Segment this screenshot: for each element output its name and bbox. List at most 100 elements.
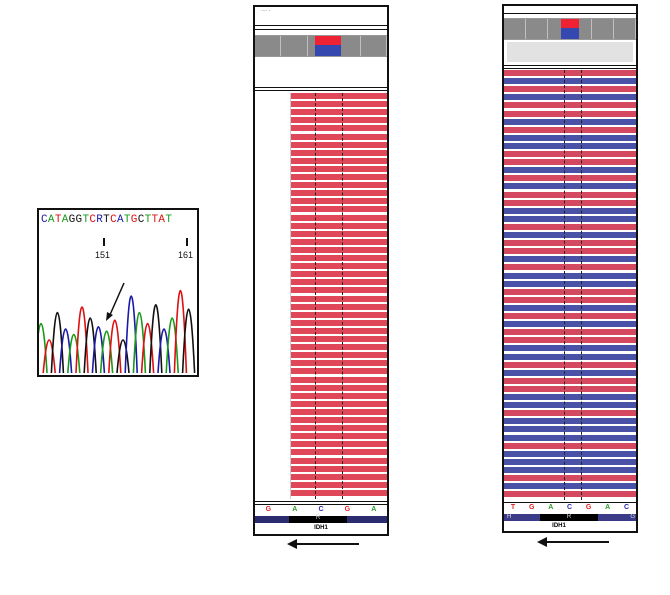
sequence-base: T xyxy=(151,214,159,226)
arrowhead-icon xyxy=(106,312,113,321)
position-tick-161 xyxy=(186,238,188,246)
read-row xyxy=(290,149,387,156)
position-guide-line xyxy=(315,93,316,499)
read-row xyxy=(290,360,387,367)
variant-coverage-bar xyxy=(561,19,579,39)
read-row xyxy=(290,230,387,237)
read-row xyxy=(290,449,387,456)
trace-peak xyxy=(165,317,179,374)
reference-base: G xyxy=(344,506,351,513)
coverage-cell xyxy=(592,19,614,39)
read-row xyxy=(504,458,636,465)
sequence-base: C xyxy=(137,214,145,226)
sequence-base: T xyxy=(103,214,111,226)
read-alignment-area xyxy=(290,93,387,499)
read-row xyxy=(290,93,387,99)
read-row xyxy=(504,369,636,376)
read-row xyxy=(504,126,636,133)
read-row xyxy=(504,256,636,263)
reference-base: G xyxy=(528,504,535,511)
trace-peak xyxy=(149,304,163,374)
gene-label: IDH1 xyxy=(314,525,328,531)
sequence-base: T xyxy=(165,214,173,226)
position-tick-151 xyxy=(103,238,105,246)
read-row xyxy=(504,426,636,433)
trace-peak xyxy=(99,330,114,374)
read-row xyxy=(290,425,387,432)
reference-base: A xyxy=(605,504,611,511)
read-row xyxy=(504,321,636,328)
sequence-base: T xyxy=(54,214,62,226)
read-row xyxy=(290,473,387,480)
chromatogram-trace xyxy=(39,282,196,374)
reference-base: C xyxy=(567,504,573,511)
codon-cell: R xyxy=(540,514,598,521)
sequence-base: A xyxy=(158,214,166,226)
reads-gutter xyxy=(255,93,291,499)
read-row xyxy=(504,240,636,247)
read-row xyxy=(504,207,636,214)
header-divider xyxy=(255,87,387,88)
read-row xyxy=(504,159,636,166)
read-row xyxy=(504,70,636,76)
read-row xyxy=(504,329,636,336)
read-row xyxy=(290,117,387,124)
strand-arrow-right xyxy=(542,541,609,543)
read-row xyxy=(290,376,387,383)
sequence-base: T xyxy=(123,214,131,226)
read-row xyxy=(290,352,387,359)
read-row xyxy=(290,190,387,197)
read-row xyxy=(290,263,387,270)
read-row xyxy=(290,465,387,472)
header-divider xyxy=(504,13,636,14)
strand-arrow-left xyxy=(292,543,359,545)
read-row xyxy=(504,394,636,400)
coverage-track xyxy=(504,18,636,40)
read-row xyxy=(504,491,636,498)
read-row xyxy=(504,183,636,190)
read-row xyxy=(290,141,387,148)
read-row xyxy=(504,223,636,230)
read-row xyxy=(290,157,387,164)
read-row xyxy=(504,483,636,490)
read-row xyxy=(290,368,387,375)
read-row xyxy=(290,206,387,213)
reference-base: G xyxy=(585,504,592,511)
trace-peak xyxy=(108,319,122,374)
read-row xyxy=(290,255,387,261)
read-row xyxy=(504,353,636,360)
read-row xyxy=(290,327,387,334)
sequence-base: G xyxy=(68,214,76,226)
igv-header-text: ··· · xyxy=(261,8,271,14)
trace-peak xyxy=(91,326,106,374)
read-row xyxy=(504,466,636,473)
coverage-cell xyxy=(504,19,526,39)
header-divider xyxy=(255,90,387,91)
read-row xyxy=(290,174,387,180)
sequence-base: G xyxy=(75,214,83,226)
read-row xyxy=(290,392,387,399)
trace-peak xyxy=(181,308,196,374)
read-row xyxy=(504,377,636,384)
read-row xyxy=(290,182,387,189)
position-label-161: 161 xyxy=(178,250,194,260)
reference-base: A xyxy=(292,506,298,513)
trace-peak xyxy=(116,339,130,374)
read-row xyxy=(504,304,636,311)
read-row xyxy=(504,288,636,295)
read-row xyxy=(290,441,387,448)
read-row xyxy=(290,198,387,205)
read-row xyxy=(290,319,387,326)
read-row xyxy=(504,199,636,206)
read-row xyxy=(504,385,636,392)
coverage-cell xyxy=(614,19,636,39)
read-row xyxy=(504,118,636,125)
read-row xyxy=(290,133,387,140)
read-row xyxy=(504,142,636,149)
reference-base: C xyxy=(318,506,324,513)
read-row xyxy=(504,191,636,198)
